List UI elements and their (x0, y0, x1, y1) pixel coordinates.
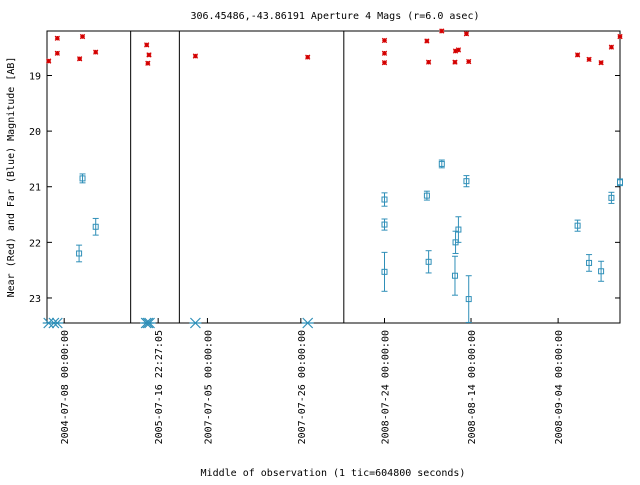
data-point-square (381, 268, 388, 275)
data-point-square (598, 268, 605, 275)
data-point-asterisk (54, 35, 60, 41)
data-point-square (608, 194, 615, 201)
data-point-asterisk (452, 59, 458, 65)
data-point-asterisk (145, 60, 151, 66)
y-tick-label: 22 (29, 238, 41, 249)
data-point-square (76, 250, 83, 257)
series-layer (42, 28, 623, 329)
x-tick-label: 2008-08-14 00:00:00 (467, 330, 478, 444)
y-tick-label: 19 (29, 71, 41, 82)
upper-limit-marker (51, 317, 64, 329)
upper-limit-marker (301, 317, 314, 329)
data-point-asterisk (463, 31, 470, 37)
data-point-asterisk (192, 53, 199, 59)
y-axis: 19 20 21 22 23 (29, 71, 620, 305)
segment-lines (130, 31, 345, 323)
data-point-asterisk (381, 37, 388, 44)
data-point-asterisk (439, 28, 445, 34)
data-point-square (423, 192, 430, 199)
data-point-square (465, 296, 472, 303)
y-tick-label: 21 (29, 183, 41, 194)
data-point-asterisk (305, 54, 311, 60)
upper-limit-marker (143, 317, 156, 329)
x-tick-label: 2007-07-26 00:00:00 (297, 330, 308, 444)
data-point-square (79, 175, 86, 182)
data-point-asterisk (381, 60, 388, 66)
data-point-asterisk (617, 33, 623, 40)
data-point-asterisk (381, 50, 388, 56)
x-tick-label: 2008-09-04 00:00:00 (554, 330, 565, 444)
data-point-asterisk (425, 59, 432, 65)
data-point-asterisk (144, 42, 150, 48)
series-square (76, 159, 623, 323)
y-tick-label: 23 (29, 294, 41, 305)
plot-frame (46, 30, 621, 324)
data-point-square (381, 221, 388, 228)
y-axis-label: Near (Red) and Far (Blue) Magnitude [AB] (6, 57, 17, 298)
x-tick-label: 2008-07-24 00:00:00 (380, 330, 391, 444)
data-point-asterisk (79, 33, 86, 40)
data-point-square (574, 222, 581, 229)
x-axis-label: Middle of observation (1 tic=604800 seco… (201, 468, 466, 479)
y-tick-label: 20 (29, 127, 41, 138)
x-tick-label: 2005-07-16 22:27:05 (154, 330, 165, 444)
data-point-asterisk (46, 58, 52, 64)
chart-title: 306.45486,-43.86191 Aperture 4 Mags (r=6… (191, 11, 480, 22)
data-point-asterisk (574, 52, 581, 58)
data-point-asterisk (146, 52, 152, 58)
series-star (42, 317, 314, 329)
data-point-square (617, 179, 623, 186)
data-point-asterisk (452, 48, 459, 54)
data-point-asterisk (77, 56, 83, 62)
data-point-asterisk (93, 49, 99, 55)
x-tick-label: 2004-07-08 00:00:00 (60, 330, 71, 444)
data-point-square (463, 178, 470, 185)
data-point-asterisk (598, 60, 604, 66)
data-point-asterisk (466, 58, 472, 65)
series-asterisk (46, 28, 623, 66)
data-point-asterisk (424, 38, 430, 44)
data-point-square (381, 196, 388, 203)
upper-limit-marker (189, 317, 202, 329)
data-point-square (586, 259, 593, 266)
x-tick-label: 2007-07-05 00:00:00 (203, 330, 214, 444)
data-point-asterisk (54, 50, 60, 56)
data-point-asterisk (586, 56, 592, 63)
data-point-square (451, 272, 458, 279)
data-point-square (92, 223, 99, 230)
x-axis: 2004-07-08 00:00:00 2005-07-16 22:27:05 20… (60, 318, 565, 444)
data-point-square (455, 226, 462, 233)
data-point-square (425, 258, 432, 265)
data-point-asterisk (608, 44, 615, 50)
data-point-asterisk (455, 47, 462, 53)
data-point-square (438, 160, 445, 167)
